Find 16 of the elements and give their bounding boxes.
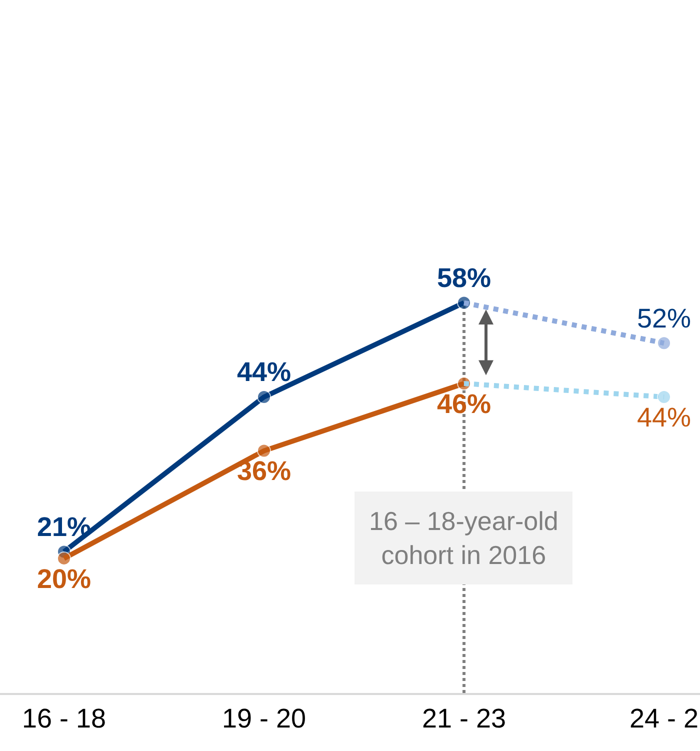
- data-label: 52%: [636, 303, 692, 334]
- data-label: 44%: [236, 357, 292, 388]
- data-label: 44%: [636, 402, 692, 432]
- x-tick-label: 16 - 18: [22, 703, 106, 734]
- data-label: 46%: [436, 388, 492, 419]
- x-tick-label: 19 - 20: [222, 703, 306, 734]
- point: [57, 551, 71, 566]
- x-tick-label: 24 - 2: [629, 703, 699, 734]
- point: [657, 336, 671, 350]
- point: [257, 390, 271, 404]
- point: [257, 444, 271, 458]
- data-label: 20%: [36, 564, 92, 594]
- point: [657, 390, 671, 404]
- data-label: 58%: [436, 262, 492, 293]
- annotation: 16 – 18-year-old cohort in 2016: [369, 506, 558, 570]
- x-tick-label: 21 - 23: [422, 703, 506, 734]
